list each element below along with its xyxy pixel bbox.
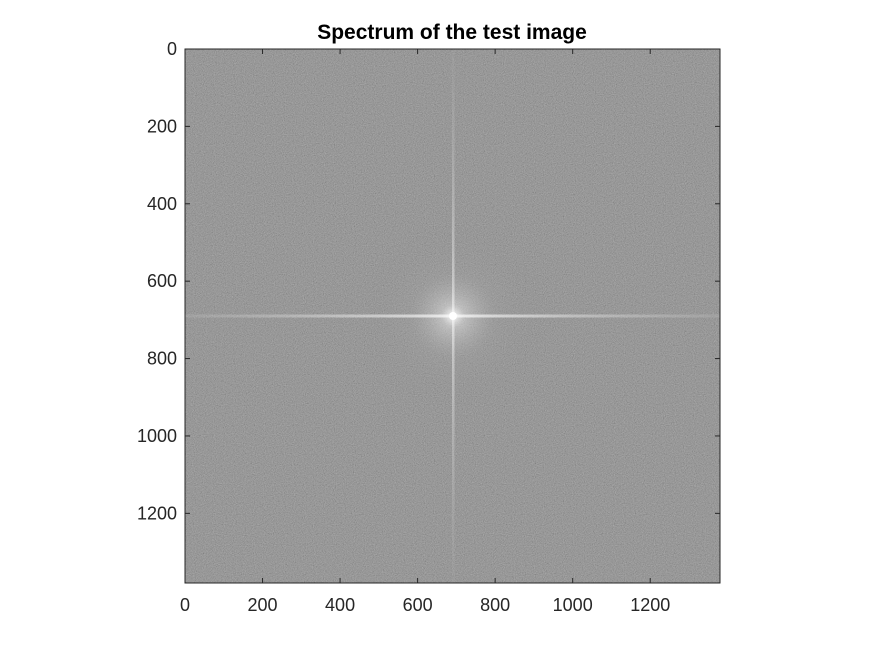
- x-tick-label: 600: [403, 595, 433, 615]
- x-tick-label: 400: [325, 595, 355, 615]
- y-tick-label: 1200: [137, 503, 177, 523]
- x-tick-label: 800: [480, 595, 510, 615]
- dc-point: [449, 312, 457, 320]
- y-tick-label: 800: [147, 349, 177, 369]
- x-axis: 0 200 400 600 800 1000 1200: [180, 49, 670, 615]
- y-tick-label: 0: [167, 39, 177, 59]
- y-axis: 0 200 400 600 800 1000 1200: [137, 39, 720, 523]
- y-tick-label: 200: [147, 116, 177, 136]
- spectrum-image: [185, 49, 720, 583]
- plot-title: Spectrum of the test image: [317, 21, 587, 44]
- x-tick-label: 1000: [553, 595, 593, 615]
- y-tick-label: 400: [147, 194, 177, 214]
- x-tick-label: 0: [180, 595, 190, 615]
- axes-box: [184, 48, 721, 584]
- y-tick-label: 600: [147, 271, 177, 291]
- x-tick-label: 200: [248, 595, 278, 615]
- x-tick-label: 1200: [630, 595, 670, 615]
- y-tick-label: 1000: [137, 426, 177, 446]
